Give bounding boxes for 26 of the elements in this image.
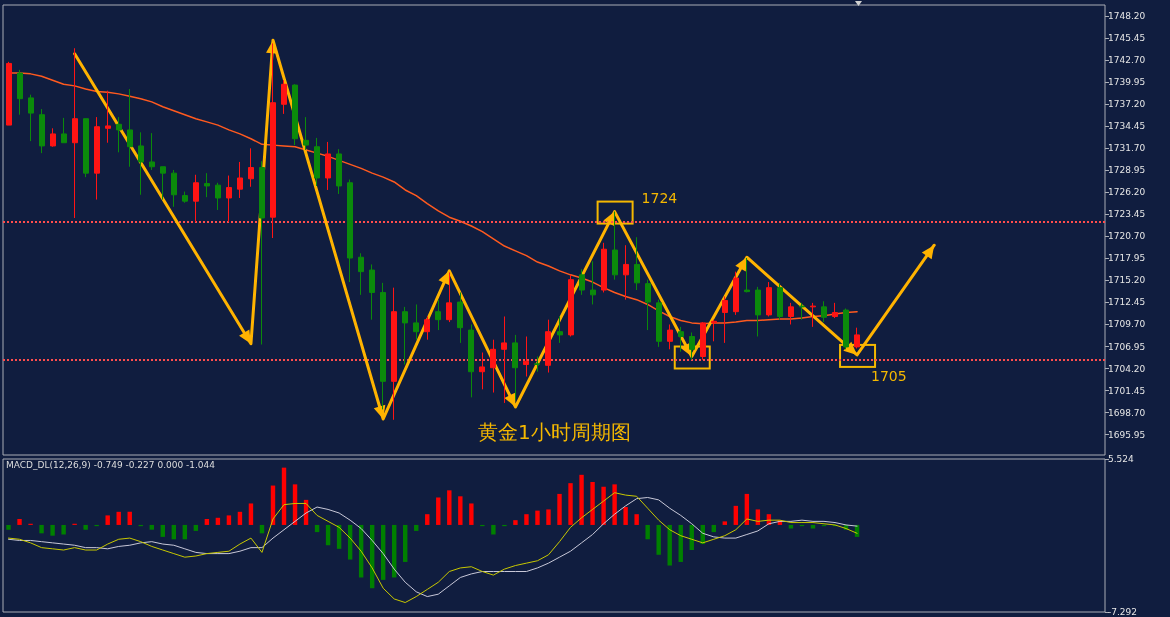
y-tick-label: 1695.95 (1108, 429, 1146, 440)
y-tick-label: 1734.45 (1108, 121, 1146, 132)
y-tick-label: 1745.45 (1108, 33, 1146, 44)
y-tick-label: -7.292 (1108, 607, 1138, 617)
y-tick-label: 1720.70 (1108, 231, 1146, 242)
chart-title: MACD_DL(12,26,9) -0.749 -0.227 0.000 -1.044 (6, 459, 216, 470)
y-tick-label: 1748.20 (1108, 11, 1146, 22)
text: 黄金1小时周期图 (478, 420, 631, 444)
y-tick-label: 5.524 (1108, 454, 1135, 464)
y-tick-label: 1731.70 (1108, 143, 1146, 154)
y-tick-label: 1709.70 (1108, 319, 1146, 330)
annotation: 1724 (641, 189, 678, 206)
y-tick-label: 1739.95 (1108, 77, 1146, 88)
y-tick-label: 1723.45 (1108, 209, 1146, 220)
y-tick-label: 1698.70 (1108, 407, 1146, 418)
y-tick-label: 1726.20 (1108, 187, 1146, 198)
y-tick-label: 1712.45 (1108, 297, 1146, 308)
y-tick-label: 1701.45 (1108, 385, 1146, 396)
y-tick-label: 1715.20 (1108, 275, 1146, 286)
y-tick-label: 1742.70 (1108, 55, 1146, 66)
annotation: 1705 (871, 367, 907, 384)
y-tick-label: 1704.20 (1108, 363, 1146, 374)
y-tick-label: 1706.95 (1108, 341, 1146, 352)
y-tick-label: 1728.95 (1108, 165, 1146, 176)
y-tick-label: 1737.20 (1108, 99, 1146, 110)
y-tick-label: 1717.95 (1108, 253, 1146, 264)
